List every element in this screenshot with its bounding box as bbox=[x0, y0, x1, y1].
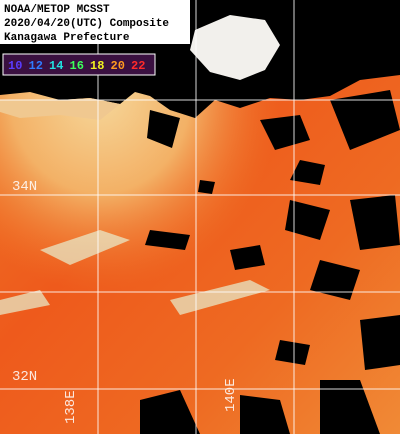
header-box bbox=[0, 0, 190, 44]
latitude-label: 32N bbox=[12, 369, 37, 385]
cloud-mask bbox=[140, 90, 400, 434]
longitude-label: 140E bbox=[223, 378, 239, 412]
legend-label: 20 bbox=[111, 59, 125, 73]
latitude-label: 34N bbox=[12, 179, 37, 195]
legend: 10 12 14 16 18 20 22 bbox=[8, 59, 145, 73]
legend-label: 22 bbox=[131, 59, 145, 73]
legend-label: 18 bbox=[90, 59, 104, 73]
legend-label: 12 bbox=[29, 59, 43, 73]
longitude-label: 138E bbox=[63, 390, 79, 424]
header-line: NOAA/METOP MCSST bbox=[4, 4, 110, 16]
header-line: 2020/04/20(UTC) Composite bbox=[4, 18, 169, 30]
legend-label: 16 bbox=[70, 59, 84, 73]
bay-water bbox=[190, 15, 280, 80]
coastal-water bbox=[0, 98, 120, 120]
legend-label: 14 bbox=[49, 59, 63, 73]
legend-box bbox=[2, 53, 156, 76]
header-line: Kanagawa Prefecture bbox=[4, 32, 130, 44]
cool-patches bbox=[0, 230, 270, 315]
legend-label: 10 bbox=[8, 59, 22, 73]
